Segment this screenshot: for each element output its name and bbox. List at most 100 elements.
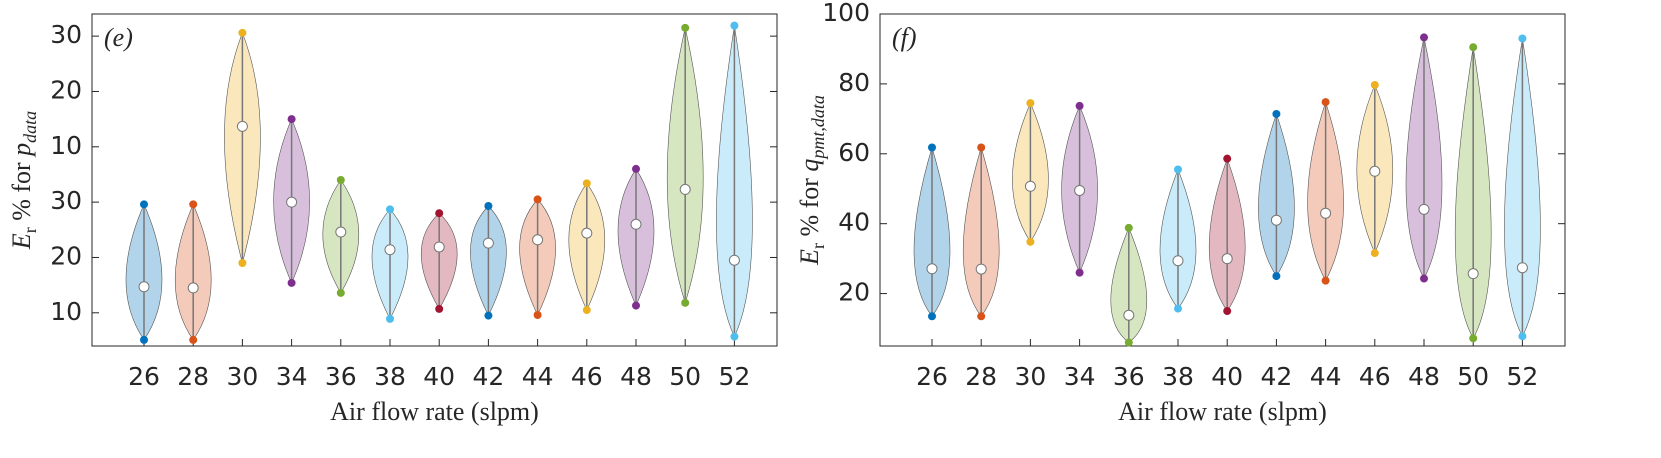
max-point [386,205,394,214]
y-tick-label: 20 [50,75,82,104]
y-tick-label: 10 [50,131,82,160]
median [1418,203,1430,215]
y-tick-label: 30 [50,20,82,49]
x-tick-label: 40 [1211,362,1243,391]
plot-area [91,13,778,347]
x-tick-label: 48 [1408,362,1440,391]
x-tick-label: 28 [177,362,209,391]
y-tick-label: 100 [822,0,870,27]
min-point [1174,304,1182,313]
y-axis-label-part: pmt,data [808,95,828,161]
x-tick-label: 52 [1506,362,1538,391]
min-point [140,335,148,344]
min-point [386,314,394,323]
min-point [1420,274,1428,283]
max-point [928,143,936,152]
min-point [238,259,247,267]
median [679,183,691,195]
median [926,263,938,275]
min-point [1124,338,1133,347]
y-axis-label: Er % for qpmt,data [795,95,828,266]
x-tick-label: 36 [1113,362,1145,391]
min-point [1272,272,1281,281]
y-tick-label: 60 [838,138,870,167]
max-point [287,115,296,124]
x-tick-label: 38 [1162,362,1194,391]
min-point [977,312,986,321]
x-tick-label: 36 [325,362,357,391]
median [728,254,740,266]
min-point [1469,334,1478,343]
min-point [632,301,640,310]
x-tick-label: 44 [1310,362,1342,391]
min-point [730,332,739,341]
median [1320,207,1332,219]
median [1123,309,1135,321]
y-axis-label-part: data [20,111,40,143]
min-point [1518,332,1527,341]
median [1172,255,1184,267]
min-point [1223,307,1232,316]
y-tick-label: 80 [838,68,870,97]
min-point [1026,237,1035,246]
x-tick-label: 30 [1014,362,1046,391]
x-tick-label: 26 [128,362,160,391]
min-point [336,288,345,297]
min-point [287,278,296,287]
min-point [582,306,591,315]
max-point [632,164,640,173]
panel-label: (f) [892,23,917,52]
x-tick-label: 46 [571,362,603,391]
median [1024,180,1036,192]
x-tick-label: 48 [620,362,652,391]
x-tick-label: 52 [718,362,750,391]
max-point [730,21,739,30]
x-tick-label: 42 [1260,362,1292,391]
median [1074,184,1086,196]
min-point [681,298,690,307]
median [1221,253,1233,265]
median [1270,214,1282,226]
max-point [140,200,148,209]
max-point [1321,98,1330,107]
x-tick-label: 46 [1359,362,1391,391]
max-point [582,179,591,188]
max-point [977,143,986,152]
y-tick-label: 30 [50,186,82,215]
median [1369,165,1381,177]
x-tick-label: 30 [226,362,258,391]
max-point [336,176,345,184]
y-axis-label-part: % for [7,156,36,227]
max-point [1124,223,1133,232]
max-point [484,202,493,211]
max-point [1420,33,1428,42]
max-point [435,209,444,218]
x-tick-label: 42 [472,362,504,391]
median [187,282,199,294]
max-point [1518,34,1527,43]
median [236,120,248,132]
max-point [1075,101,1084,110]
median [1516,262,1528,274]
x-tick-label: 40 [423,362,455,391]
panel-label: (e) [104,23,133,52]
max-point [533,195,542,204]
y-tick-label: 20 [50,241,82,270]
y-axis-label-part: q [795,159,824,172]
median [975,263,987,275]
x-axis-label: Air flow rate (slpm) [1118,397,1327,426]
y-tick-label: 10 [50,297,82,326]
y-axis-label-part: % for [795,172,824,243]
min-point [533,311,542,320]
max-point [1026,99,1035,108]
min-point [484,311,493,320]
max-point [1272,109,1281,118]
x-axis-label: Air flow rate (slpm) [330,397,539,426]
x-tick-label: 26 [916,362,948,391]
x-tick-label: 34 [1064,362,1096,391]
median [482,237,494,249]
median [433,241,445,253]
min-point [1075,268,1084,277]
median [1467,268,1479,280]
